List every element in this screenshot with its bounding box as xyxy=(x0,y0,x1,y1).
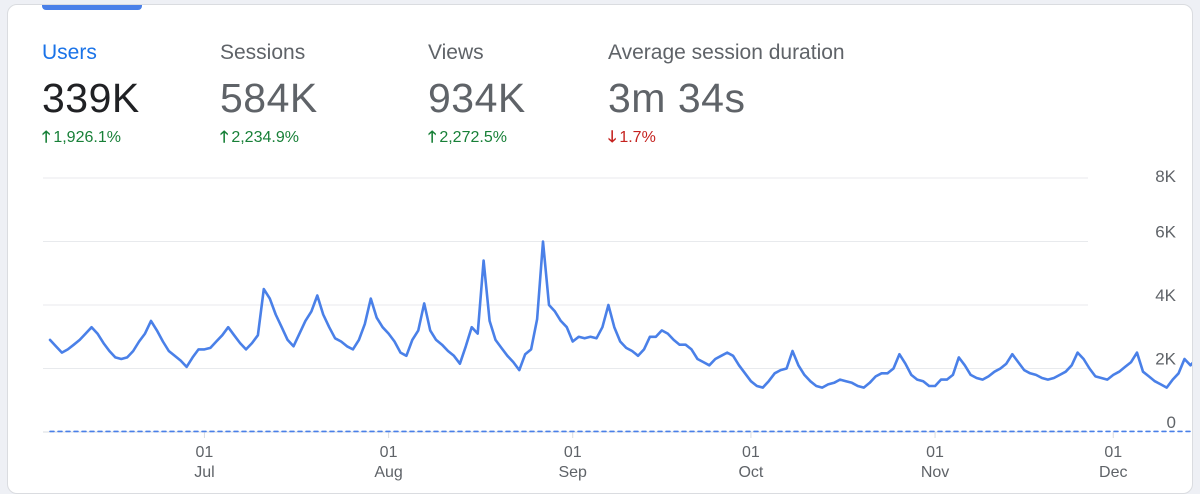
arrow-up-icon: 🡑 xyxy=(428,129,437,146)
metric-label: Views xyxy=(428,41,484,64)
analytics-card: Users 339K 🡑 1,926.1% Sessions 584K 🡑 2,23… xyxy=(7,4,1193,494)
active-tab-indicator xyxy=(42,5,142,10)
metric-change-value: 2,272.5% xyxy=(439,129,507,146)
metric-tab-views[interactable]: Views 934K 🡑 2,272.5% xyxy=(428,41,526,153)
metric-tab-avg-session-duration[interactable]: Average session duration 3m 34s 🡓 1.7% xyxy=(608,41,845,153)
x-tick-day-label: 01 xyxy=(1104,444,1122,461)
x-tick-month-label: Dec xyxy=(1099,464,1127,481)
x-tick-day-label: 01 xyxy=(196,444,214,461)
metric-tab-users[interactable]: Users 339K 🡑 1,926.1% xyxy=(42,41,140,153)
metric-label: Sessions xyxy=(220,41,306,64)
y-tick-label: 6K xyxy=(1155,223,1176,242)
metric-change-value: 1.7% xyxy=(619,129,656,146)
metric-value: 934K xyxy=(428,75,526,121)
x-tick-month-label: Sep xyxy=(558,464,587,481)
arrow-up-icon: 🡑 xyxy=(220,129,229,146)
metric-change: 🡑 1,926.1% xyxy=(42,126,140,153)
x-tick-day-label: 01 xyxy=(380,444,398,461)
x-tick-month-label: Aug xyxy=(374,464,402,481)
metric-change-value: 2,234.9% xyxy=(231,129,299,146)
y-tick-label: 2K xyxy=(1155,350,1176,369)
x-tick-day-label: 01 xyxy=(742,444,760,461)
metric-label: Users xyxy=(42,41,97,64)
y-tick-label: 4K xyxy=(1155,286,1176,305)
current-period-line xyxy=(48,240,1192,389)
metric-change-value: 1,926.1% xyxy=(53,129,121,146)
users-line-chart: 01 Jul 01 Aug 01 Sep 01 Oct 01 Nov 01 Dec 0 2K 4K 6K 8K xyxy=(43,167,1192,481)
y-tick-label: 8K xyxy=(1155,167,1176,186)
x-tick-day-label: 01 xyxy=(926,444,944,461)
x-tick-month-label: Nov xyxy=(921,464,949,481)
y-tick-label: 0 xyxy=(1167,413,1176,432)
metric-value: 3m 34s xyxy=(608,75,746,121)
x-tick-month-label: Oct xyxy=(738,464,763,481)
metric-tab-sessions[interactable]: Sessions 584K 🡑 2,234.9% xyxy=(220,41,318,153)
arrow-up-icon: 🡑 xyxy=(42,129,51,146)
arrow-down-icon: 🡓 xyxy=(608,129,617,146)
metric-change: 🡓 1.7% xyxy=(608,126,845,153)
x-tick-month-label: Jul xyxy=(194,464,214,481)
x-tick-day-label: 01 xyxy=(564,444,582,461)
metric-change: 🡑 2,234.9% xyxy=(220,126,318,153)
metric-value: 584K xyxy=(220,75,318,121)
metric-change: 🡑 2,272.5% xyxy=(428,126,526,153)
metric-value: 339K xyxy=(42,75,140,121)
previous-period-line xyxy=(49,430,1192,433)
metric-label: Average session duration xyxy=(608,41,845,64)
